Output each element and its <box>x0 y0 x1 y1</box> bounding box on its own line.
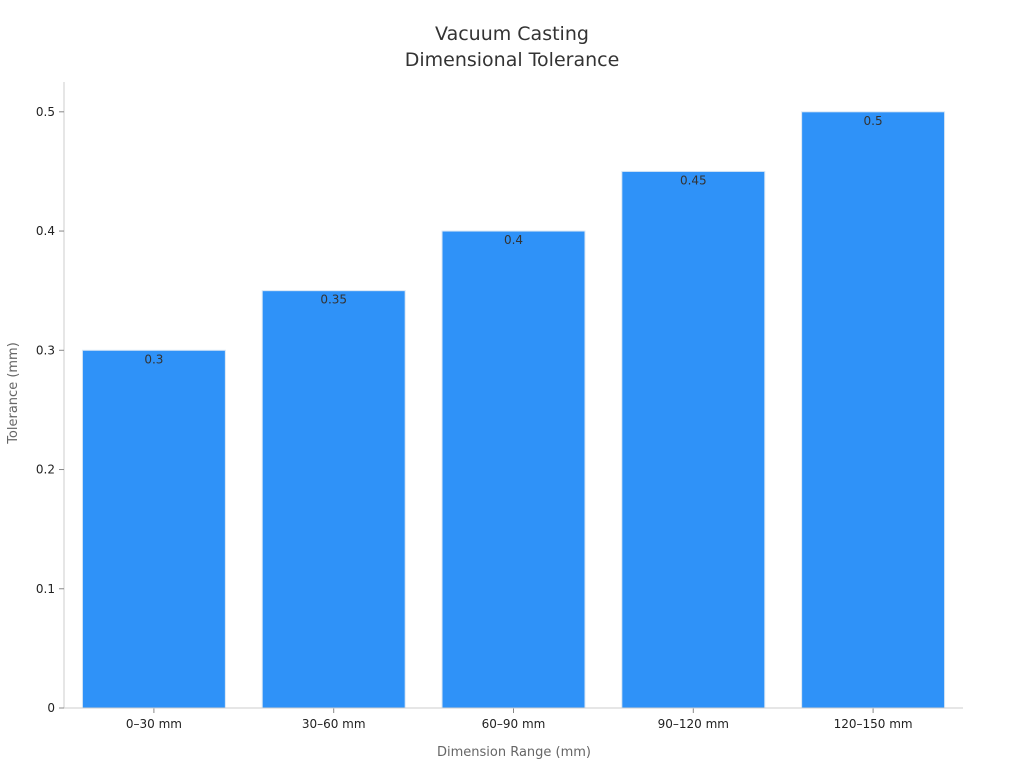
y-tick-label: 0.1 <box>36 582 55 596</box>
chart-title-line-2: Dimensional Tolerance <box>405 49 620 71</box>
data-label: 0.35 <box>320 293 347 307</box>
y-tick-label: 0.2 <box>36 463 55 477</box>
chart-title-line-1: Vacuum Casting <box>435 23 589 45</box>
y-tick-label: 0.4 <box>36 224 55 238</box>
y-tick-label: 0.3 <box>36 343 55 357</box>
data-label: 0.3 <box>144 352 163 366</box>
bar <box>81 349 226 709</box>
x-tick-label: 0–30 mm <box>126 717 182 731</box>
bar <box>441 230 586 709</box>
bar <box>621 170 766 709</box>
x-tick-label: 120–150 mm <box>834 717 913 731</box>
y-axis-label: Tolerance (mm) <box>6 342 21 445</box>
y-tick-label: 0.5 <box>36 105 55 119</box>
x-tick-label: 90–120 mm <box>658 717 729 731</box>
bar <box>801 111 946 709</box>
x-axis-label: Dimension Range (mm) <box>437 745 591 760</box>
x-tick-label: 30–60 mm <box>302 717 366 731</box>
data-label: 0.45 <box>680 173 707 187</box>
y-tick-label: 0 <box>47 701 55 715</box>
data-label: 0.5 <box>864 114 883 128</box>
bar <box>261 290 406 709</box>
data-label: 0.4 <box>504 233 523 247</box>
x-tick-label: 60–90 mm <box>482 717 546 731</box>
